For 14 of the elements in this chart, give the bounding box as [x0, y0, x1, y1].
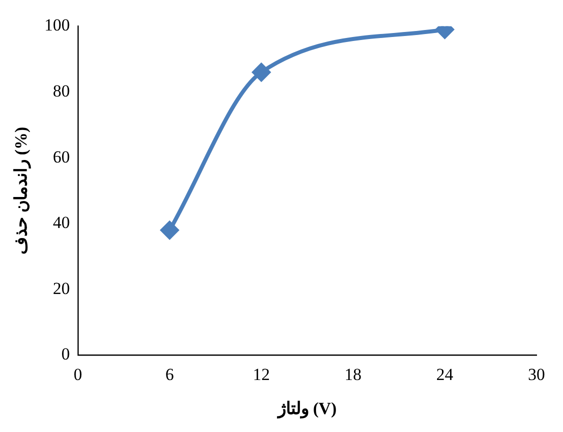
x-tick-label: 24	[436, 364, 454, 384]
x-tick-label: 18	[344, 364, 362, 384]
y-tick-label: 20	[52, 278, 70, 298]
x-axis-title: ولتاژ (V)	[276, 399, 337, 420]
x-tick-label: 30	[528, 364, 545, 384]
y-axis-title: راندمان حذف (%)	[12, 126, 32, 255]
x-tick-label: 12	[252, 364, 270, 384]
y-tick-label: 40	[52, 213, 70, 232]
x-tick-label: 0	[74, 364, 82, 384]
y-tick-label: 100	[44, 16, 70, 35]
y-tick-label: 0	[61, 344, 70, 364]
x-tick-label: 6	[165, 364, 174, 384]
y-tick-label: 80	[52, 81, 70, 100]
y-tick-label: 60	[52, 147, 70, 166]
